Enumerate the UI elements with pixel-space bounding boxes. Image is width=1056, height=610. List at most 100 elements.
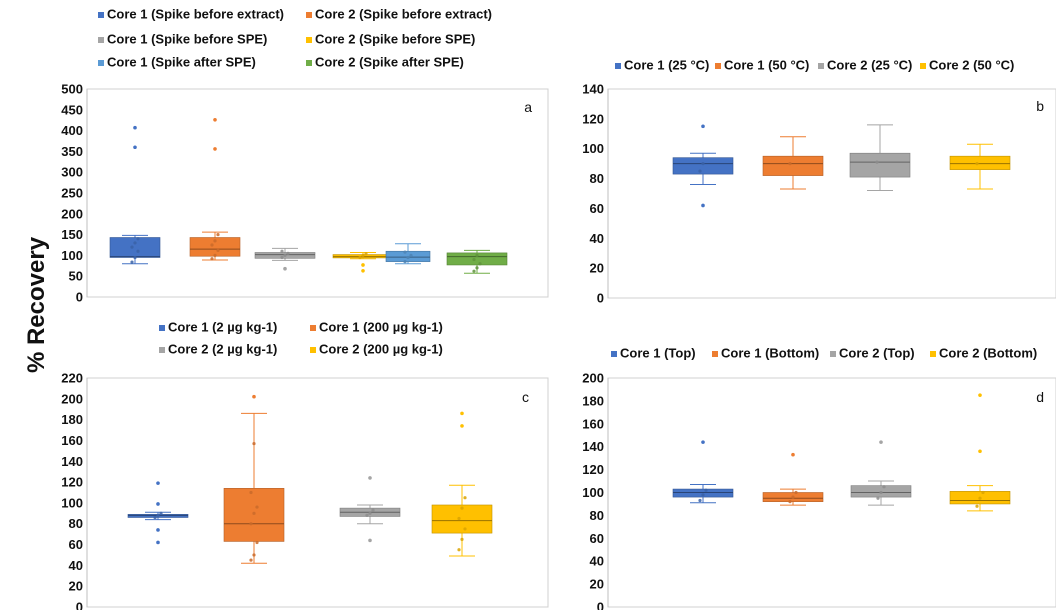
box-series [109,125,161,265]
y-tick-label: 350 [61,144,83,159]
y-tick-label: 0 [76,290,83,305]
y-tick-label: 500 [61,82,83,97]
box-series [672,124,734,208]
data-point [361,253,365,257]
box-series [332,251,394,273]
data-point [365,513,369,518]
outlier-point [978,393,982,397]
y-tick-label: 200 [61,391,83,406]
data-point [788,500,792,504]
legend-label: Core 2 (Spike after SPE) [315,55,464,70]
data-point [252,511,256,515]
box-series [385,243,431,265]
box-series [223,394,285,564]
y-tick-label: 220 [61,371,83,386]
data-point [210,243,214,247]
data-point [213,253,217,257]
outlier-point [791,452,795,457]
data-point [156,513,160,518]
legend-item: Core 2 (Spike after SPE) [306,55,464,70]
outlier-point [460,424,464,428]
legend-label: Core 2 (50 °C) [929,58,1014,73]
legend-swatch [611,351,617,357]
legend-label: Core 2 (25 °C) [827,58,912,73]
data-point [280,255,284,260]
data-point [130,245,134,249]
panel-letter: c [522,389,529,405]
outlier-point [133,145,137,150]
legend-swatch [830,351,836,357]
data-point [698,169,702,173]
outlier-point [156,540,160,545]
legend-item: Core 2 (Spike before extract) [306,7,492,22]
legend-item: Core 2 (200 µg kg-1) [310,342,443,357]
y-tick-label: 100 [582,141,604,156]
legend-swatch [306,12,312,18]
data-point [133,241,137,245]
y-tick-label: 40 [69,558,83,573]
y-tick-label: 40 [590,231,604,246]
legend-item: Core 1 (Top) [611,346,696,361]
y-tick-label: 400 [61,123,83,138]
data-point [136,237,140,241]
legend-label: Core 2 (Top) [839,346,915,361]
legend-label: Core 1 (2 µg kg-1) [168,320,277,335]
box-series [849,124,911,192]
data-point [981,490,985,495]
box-iqr [672,488,734,498]
y-tick-label: 200 [61,206,83,221]
data-point [701,493,705,497]
y-tick-label: 300 [61,165,83,180]
legend-label: Core 1 (Top) [620,346,696,361]
legend-item: Core 1 (Spike before SPE) [98,32,267,47]
box-iqr [446,252,508,266]
legend-label: Core 1 (Spike before SPE) [107,32,267,47]
legend-item: Core 2 (Top) [830,346,915,361]
data-point [252,441,256,446]
data-point [133,255,137,260]
y-tick-label: 0 [597,600,604,610]
legend-label: Core 1 (25 °C) [624,58,709,73]
legend-item: Core 1 (Spike before extract) [98,7,284,22]
legend-item: Core 2 (Spike before SPE) [306,32,475,47]
legend-swatch [310,325,316,331]
box-series [850,440,912,506]
outlier-point [361,268,365,273]
legend-label: Core 1 (50 °C) [724,58,809,73]
legend-item: Core 1 (200 µg kg-1) [310,320,443,335]
data-point [975,162,979,166]
y-tick-label: 0 [76,600,83,610]
data-point [788,162,792,166]
y-tick-label: 20 [590,261,604,276]
plot-area-frame [86,377,549,608]
legend-label: Core 2 (200 µg kg-1) [319,342,443,357]
outlier-point [978,449,982,454]
box-series [339,476,401,543]
box-iqr [849,152,911,178]
legend-item: Core 1 (25 °C) [615,58,709,73]
box-series [446,249,508,274]
legend-item: Core 1 (2 µg kg-1) [159,320,277,335]
legend-swatch [930,351,936,357]
legend-label: Core 2 (2 µg kg-1) [168,342,277,357]
data-point [472,257,476,262]
box-series [127,481,189,545]
data-point [460,537,464,541]
data-point [791,495,795,499]
outlier-point [156,528,160,532]
panel-letter: d [1036,389,1044,405]
legend-label: Core 2 (Spike before SPE) [315,32,475,47]
data-point [216,233,220,237]
outlier-point [701,203,705,208]
data-point [406,255,410,260]
box-series [431,411,493,557]
data-point [252,553,256,557]
y-tick-label: 60 [590,531,604,546]
outlier-point [879,440,883,444]
panel-letter: b [1036,98,1044,114]
data-point [975,504,979,508]
data-point [698,498,702,503]
box-series [189,117,241,261]
y-tick-label: 0 [597,291,604,306]
